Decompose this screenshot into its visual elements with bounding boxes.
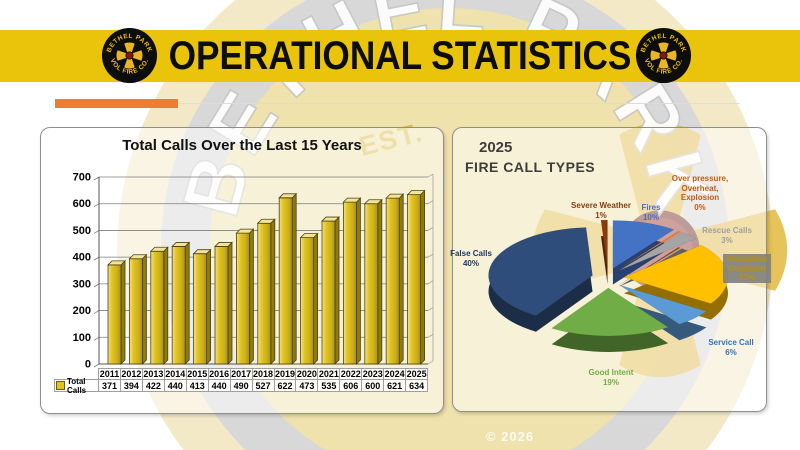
bar-2025 bbox=[406, 189, 426, 365]
pie-label-line: 1% bbox=[595, 210, 607, 220]
bar-2023 bbox=[363, 198, 383, 365]
value-cell: 440 bbox=[207, 379, 231, 392]
bar-2016 bbox=[214, 241, 233, 365]
pie-label-line: 19% bbox=[602, 377, 619, 387]
value-cell: 490 bbox=[229, 379, 253, 392]
y-axis-label: 200 bbox=[73, 305, 91, 317]
pie-slice-over-pressure-overheat-explosion bbox=[617, 230, 681, 271]
bar-2022 bbox=[342, 197, 362, 365]
value-cell: 527 bbox=[251, 379, 275, 392]
bar-2015 bbox=[192, 248, 212, 365]
pie-label-rescue-calls: Rescue Calls 3% bbox=[696, 226, 758, 245]
value-cell: 473 bbox=[295, 379, 319, 392]
pie-label-line: Severe Weather bbox=[571, 201, 631, 210]
pie-slice-rescue-calls bbox=[618, 232, 697, 271]
pie-label-line: Fires bbox=[641, 203, 661, 212]
bar-2017 bbox=[235, 228, 255, 365]
value-cell: 535 bbox=[317, 379, 341, 392]
pie-label-severe-weather: Severe Weather 1% bbox=[560, 201, 642, 220]
y-axis-label: 300 bbox=[73, 278, 91, 290]
pie-label-over-pressure-overheat-explosion: Over pressure, Overheat, Explosion 0% bbox=[664, 174, 736, 212]
y-axis-label: 100 bbox=[73, 332, 91, 344]
bar-2012 bbox=[128, 253, 148, 365]
pie-label-line: Condition bbox=[728, 263, 766, 273]
value-cell: 621 bbox=[383, 379, 407, 392]
bar-chart-data-table: 2011 2012 2013 2014 2015 2016 2017 2018 2019 2020… bbox=[54, 368, 429, 395]
fire-call-types-pie-panel: 2025 FIRE CALL TYPES Fires 10% Over pressu… bbox=[450, 127, 771, 412]
value-cell: 606 bbox=[339, 379, 363, 392]
orange-accent-bar bbox=[55, 99, 178, 108]
y-axis-label: 700 bbox=[73, 172, 91, 184]
pie-label-line: 10% bbox=[642, 212, 659, 222]
pie-label-service-call: Service Call 6% bbox=[702, 338, 760, 357]
pie-label-good-intent: Good Intent 19% bbox=[582, 368, 640, 387]
pie-label-line: 0% bbox=[694, 202, 706, 212]
y-axis-label: 0 bbox=[85, 359, 91, 371]
pie-slice-service-call bbox=[619, 284, 707, 325]
pie-label-false-calls: False Calls 40% bbox=[445, 249, 497, 268]
pie-label-fires: Fires 10% bbox=[629, 203, 673, 222]
value-cell: 634 bbox=[405, 379, 429, 392]
bar-2018 bbox=[256, 218, 276, 365]
pie-chart-year-title: 2025 bbox=[479, 139, 513, 156]
pie-label-line: Rescue Calls bbox=[702, 226, 752, 235]
bar-2013 bbox=[149, 246, 169, 365]
pie-slice-severe-weather bbox=[600, 219, 608, 269]
copyright-text: © 2026 bbox=[485, 429, 535, 444]
pie-label-hazardous-condition: Hazardous Condition 21% bbox=[723, 254, 771, 283]
bar-2021 bbox=[321, 216, 340, 365]
pie-label-line: 21% bbox=[738, 273, 755, 282]
y-axis-label: 400 bbox=[73, 252, 91, 264]
pie-label-line: Good Intent bbox=[588, 368, 634, 377]
y-axis-label: 500 bbox=[73, 225, 91, 237]
pie-label-line: Over pressure, bbox=[671, 174, 729, 183]
pie-chart bbox=[488, 219, 729, 352]
value-cell: 371 bbox=[98, 379, 121, 392]
pie-label-line: Hazardous bbox=[726, 254, 768, 263]
value-cell: 422 bbox=[141, 379, 165, 392]
total-calls-bar-chart-panel: 0 100 200 300 400 500 600 700 Total Calls Over … bbox=[40, 127, 444, 414]
pie-label-line: 40% bbox=[462, 258, 479, 268]
fire-company-logo-right: BETHEL PARK VOL FIRE CO. bbox=[635, 27, 692, 84]
pie-slice-fires bbox=[612, 220, 675, 269]
legend-total-calls: Total Calls bbox=[54, 376, 99, 395]
pie-label-line: 6% bbox=[725, 347, 737, 357]
value-cell: 394 bbox=[119, 379, 143, 392]
bar-2019 bbox=[278, 192, 298, 365]
bar-chart-title: Total Calls Over the Last 15 Years bbox=[122, 137, 362, 154]
value-cell: 622 bbox=[273, 379, 297, 392]
pie-label-line: Service Call bbox=[708, 338, 754, 347]
pie-slice-false-calls bbox=[488, 227, 593, 316]
value-cell: 413 bbox=[185, 379, 209, 392]
pie-label-line: 3% bbox=[721, 235, 733, 245]
year-row: 2011 2012 2013 2014 2015 2016 2017 2018 2019 2020… bbox=[54, 368, 429, 380]
bar-2011 bbox=[107, 259, 126, 365]
pie-label-line: Explosion bbox=[680, 193, 720, 202]
pie-label-line: False Calls bbox=[450, 249, 492, 258]
total-calls-row: Total Calls 371 394 422 440 413 440 490 527 622 47… bbox=[54, 376, 429, 395]
page-title: OPERATIONAL STATISTICS bbox=[168, 34, 632, 78]
bar-2014 bbox=[171, 241, 191, 365]
legend-swatch bbox=[56, 381, 65, 390]
value-cell: 440 bbox=[163, 379, 187, 392]
divider-line bbox=[178, 103, 740, 104]
bar-chart: 0 100 200 300 400 500 600 700 bbox=[73, 172, 434, 371]
y-axis-label: 600 bbox=[73, 198, 91, 210]
pie-slice-good-intent bbox=[551, 287, 669, 337]
legend-label: Total Calls bbox=[67, 376, 87, 395]
bar-2020 bbox=[299, 232, 319, 365]
pie-label-line: Overheat, bbox=[681, 183, 719, 193]
fire-company-logo-left: BETHEL PARK VOL FIRE CO. bbox=[101, 27, 158, 84]
value-cell: 600 bbox=[361, 379, 385, 392]
bar-2024 bbox=[385, 193, 405, 365]
pie-chart-title: FIRE CALL TYPES bbox=[465, 159, 596, 175]
